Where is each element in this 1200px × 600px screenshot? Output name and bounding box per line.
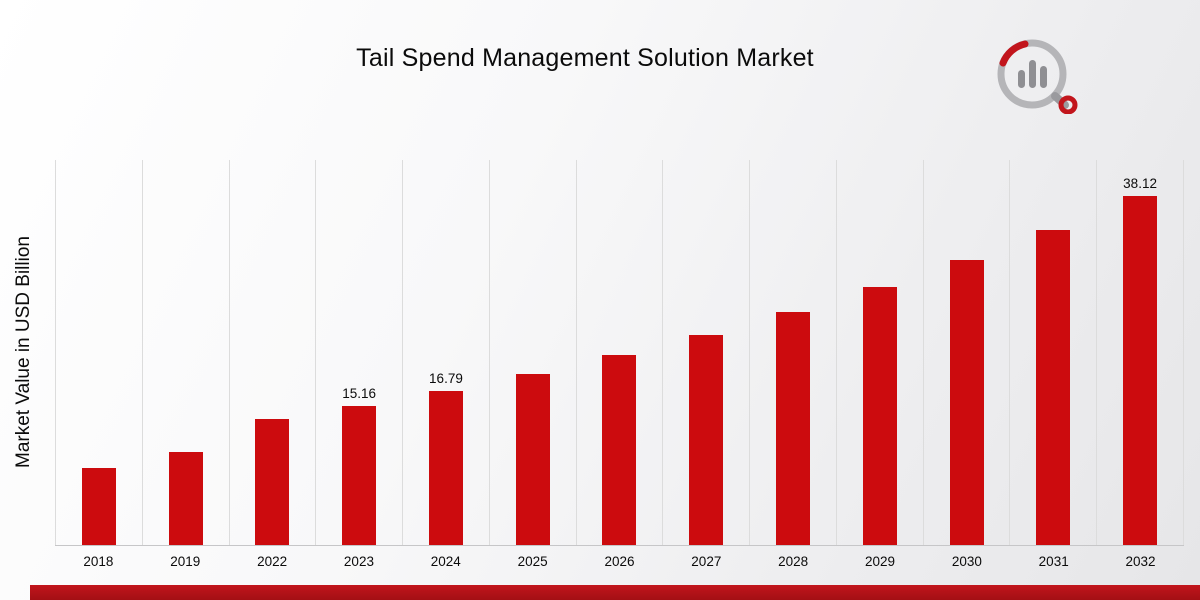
x-axis-tick-label: 2022	[257, 554, 288, 569]
bar-2019	[168, 452, 203, 545]
logo-red-arc	[999, 40, 1029, 67]
x-axis-tick-label: 2019	[170, 554, 201, 569]
bar-value-label: 38.12	[1123, 176, 1157, 191]
x-axis-tick-label: 2030	[951, 554, 982, 569]
bar-2025	[515, 374, 550, 545]
x-axis-tick-label: 2024	[430, 554, 461, 569]
grid-column	[55, 160, 142, 545]
grid-column	[575, 160, 663, 545]
x-axis-tick-label: 2029	[864, 554, 896, 569]
grid-column	[922, 160, 1010, 545]
grid-column	[662, 160, 749, 545]
bar-2029	[862, 287, 897, 545]
bar-2024	[428, 391, 463, 545]
grid-column	[228, 160, 316, 545]
bar-value-label: 16.79	[429, 371, 463, 386]
bar-2032	[1123, 196, 1158, 545]
bar-chart: 15.16 16.79 38.12 2018 2019 2022 2023 2024 2025…	[55, 160, 1184, 569]
logo-red-dot	[1058, 95, 1078, 114]
x-axis: 2018 2019 2022 2023 2024 2025 2026 2027 2028 2029…	[55, 546, 1184, 569]
grid-column	[488, 160, 576, 545]
magnifier-barchart-logo-icon	[997, 39, 1078, 114]
x-axis-tick-label: 2018	[83, 554, 114, 569]
bar-value-label: 15.16	[342, 386, 377, 401]
logo-bar-left	[1018, 70, 1025, 88]
logo-ring	[997, 39, 1067, 109]
bar-2023	[342, 406, 377, 545]
x-axis-tick-label: 2031	[1038, 554, 1069, 569]
grid-column: 16.79	[402, 160, 489, 545]
x-axis-tick-label: 2028	[778, 554, 809, 569]
plot-area: 15.16 16.79 38.12	[55, 160, 1184, 546]
grid-column	[749, 160, 836, 545]
bar-2028	[776, 312, 810, 545]
x-axis-tick-label: 2025	[517, 554, 548, 569]
grid-column	[835, 160, 923, 545]
bar-2018	[81, 468, 116, 545]
logo-bar-right	[1040, 66, 1047, 88]
logo-bar-middle	[1029, 60, 1036, 88]
grid-column: 38.12	[1096, 160, 1184, 545]
x-axis-tick-label: 2032	[1125, 554, 1156, 569]
bar-2022	[255, 419, 290, 545]
x-axis-tick-label: 2026	[604, 554, 635, 569]
bar-2027	[689, 335, 724, 545]
footer-accent-bar	[30, 585, 1200, 600]
grid-column	[1009, 160, 1096, 545]
grid-column: 15.16	[315, 160, 402, 545]
chart-title: Tail Spend Management Solution Market	[356, 44, 814, 72]
x-axis-tick-label: 2027	[691, 554, 722, 569]
bar-2030	[949, 260, 984, 545]
bar-2026	[602, 355, 637, 545]
y-axis-label: Market Value in USD Billion	[13, 236, 34, 468]
grid-column	[141, 160, 229, 545]
x-axis-tick-label: 2023	[343, 554, 374, 569]
bar-2031	[1036, 230, 1071, 545]
